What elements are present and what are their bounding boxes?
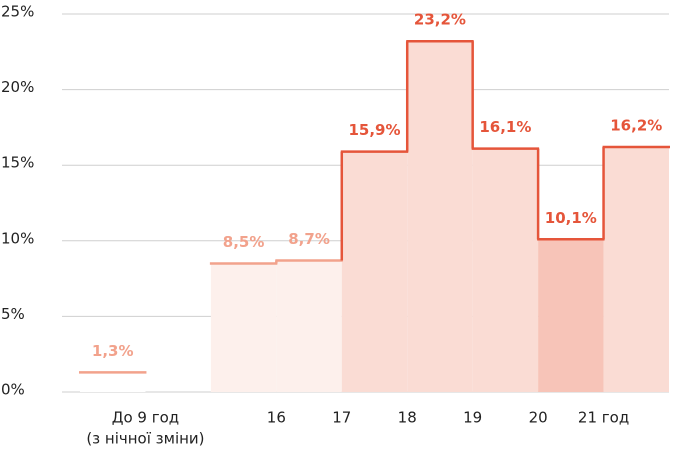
value-label: 16,1% <box>479 118 531 136</box>
value-label: 15,9% <box>348 121 400 139</box>
value-label: 16,2% <box>610 117 662 135</box>
bar <box>407 41 473 392</box>
x-tick-label: До 9 год <box>112 409 179 427</box>
bar <box>341 151 408 392</box>
bar <box>472 148 539 392</box>
y-tick-label: 20% <box>1 78 34 96</box>
value-label: 10,1% <box>545 209 597 227</box>
x-tick-label: 16 <box>267 409 286 427</box>
bar <box>603 147 669 392</box>
bar <box>538 239 604 392</box>
y-tick-label: 15% <box>1 154 34 172</box>
y-tick-label: 10% <box>1 229 34 247</box>
bar <box>80 372 146 392</box>
value-label: 1,3% <box>92 342 134 360</box>
y-tick-label: 25% <box>1 3 34 21</box>
x-tick-label: 18 <box>398 409 417 427</box>
value-label: 23,2% <box>414 11 466 29</box>
y-tick-label: 0% <box>1 381 25 399</box>
x-tick-label: 21 год <box>578 409 629 427</box>
x-tick-label: (з нічної зміни) <box>86 430 204 448</box>
x-tick-label: 19 <box>463 409 482 427</box>
bar <box>276 260 342 392</box>
y-tick-label: 5% <box>1 305 25 323</box>
x-tick-label: 20 <box>529 409 548 427</box>
x-tick-label: 17 <box>332 409 351 427</box>
value-label: 8,7% <box>288 230 330 248</box>
value-label: 8,5% <box>223 233 265 251</box>
bar <box>210 263 277 392</box>
